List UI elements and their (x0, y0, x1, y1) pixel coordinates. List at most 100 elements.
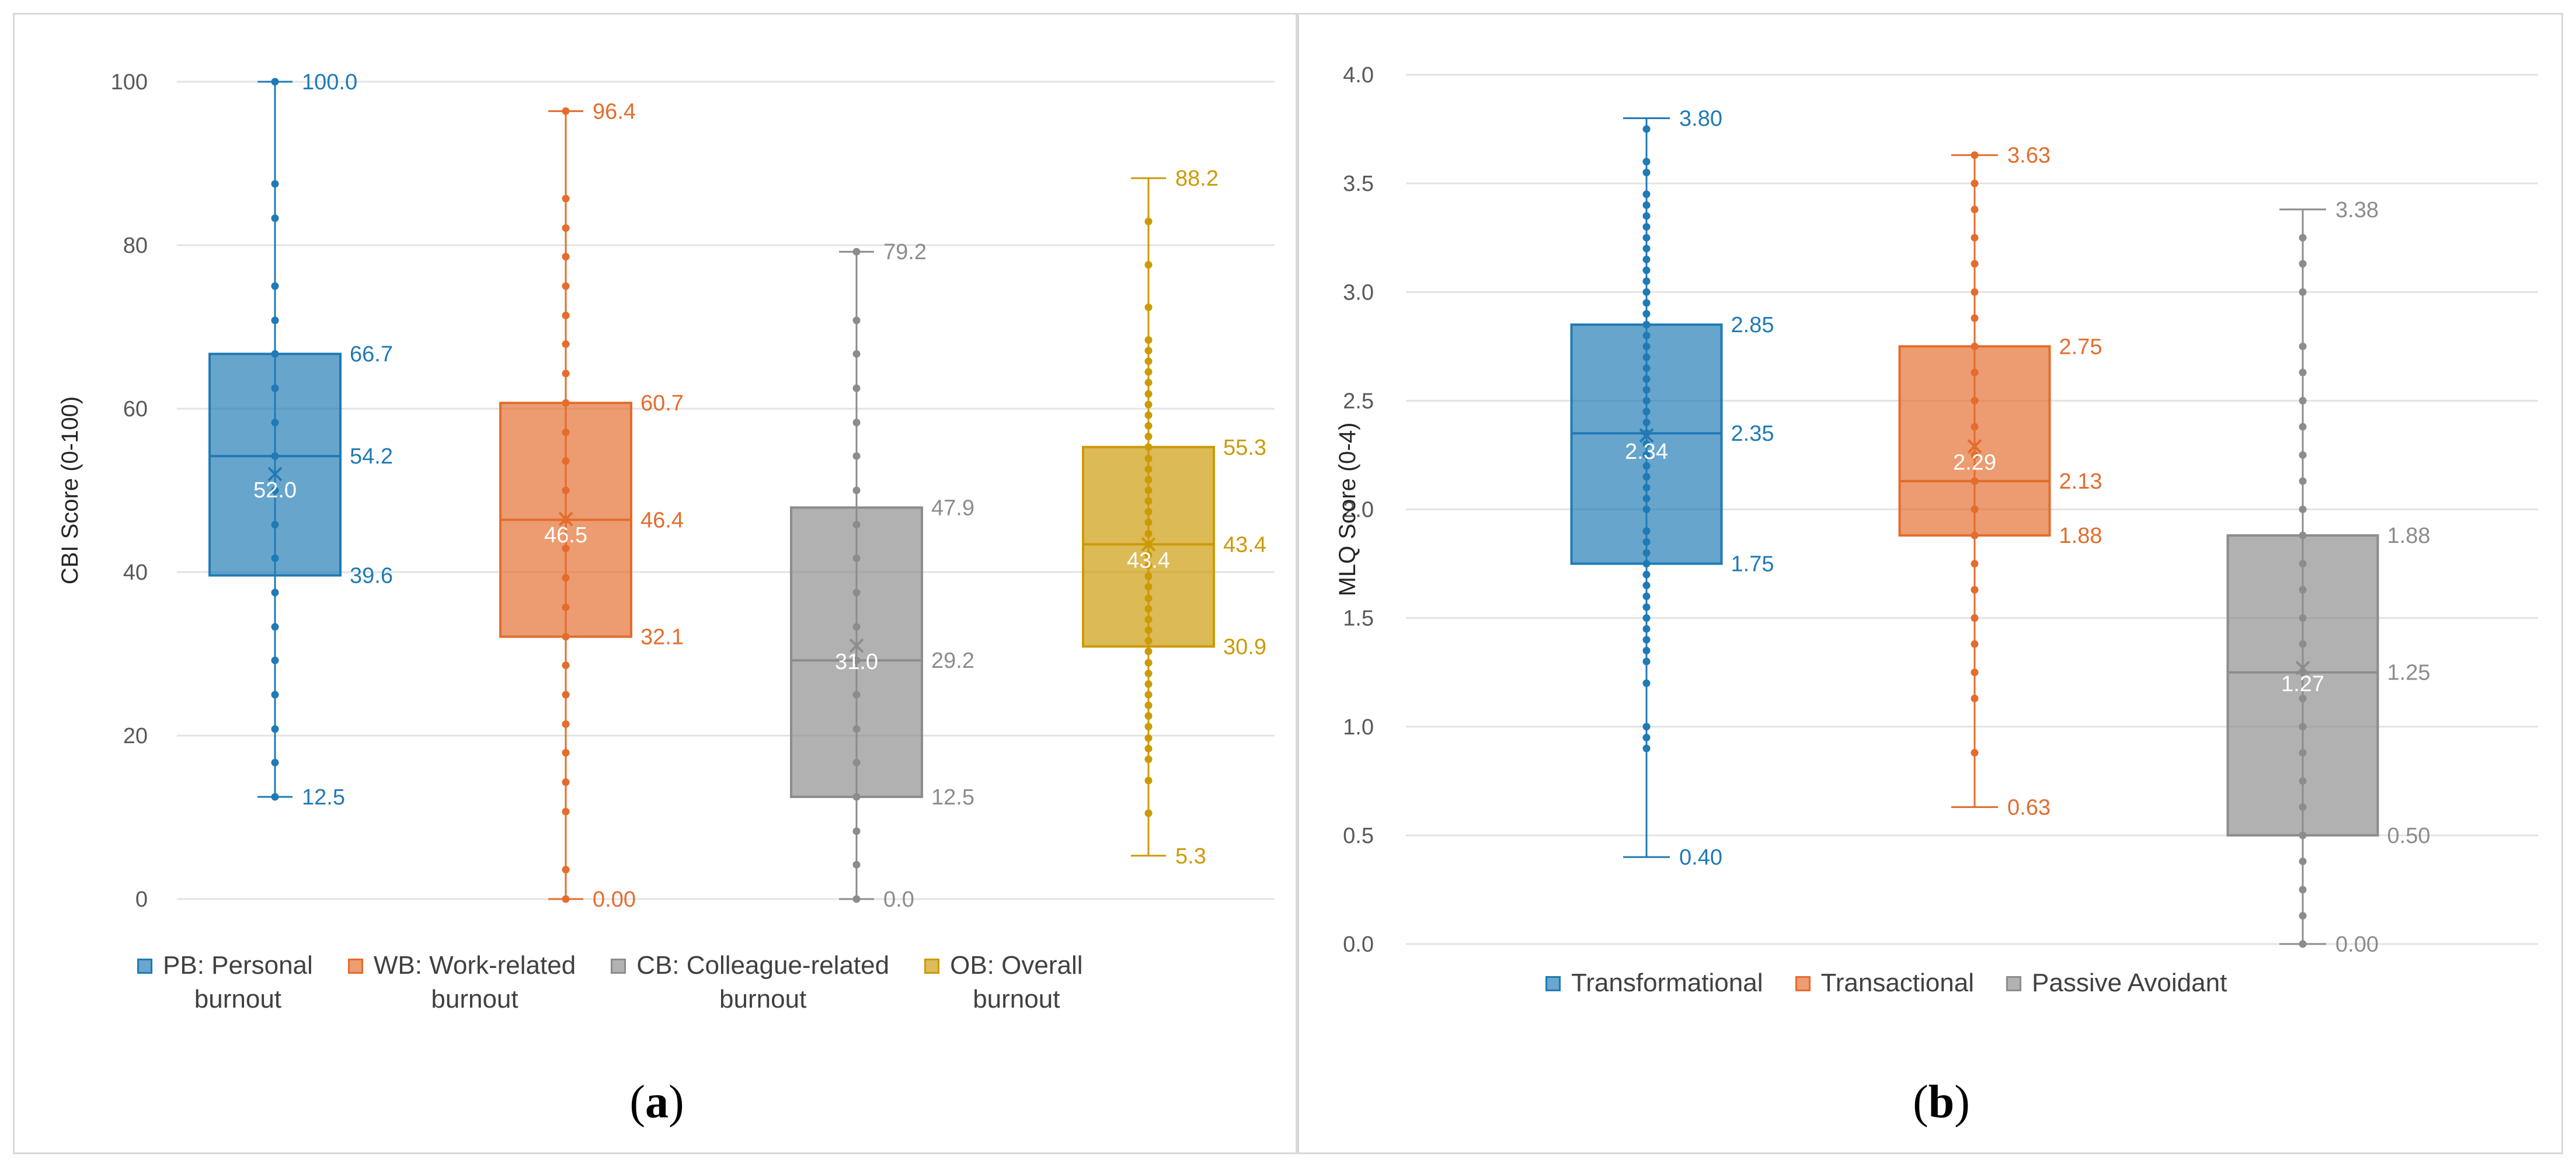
data-point (852, 419, 861, 427)
value-label-mean: 1.27 (2281, 672, 2324, 696)
data-point (271, 725, 279, 733)
legend-item: PB: Personal burnout (137, 949, 313, 1016)
legend-swatch (1795, 976, 1811, 991)
value-label-median: 46.4 (640, 508, 684, 532)
data-point (1144, 551, 1153, 559)
y-tick-label: 40 (123, 560, 148, 585)
mean-marker (849, 638, 864, 653)
data-point (1144, 670, 1153, 678)
data-point (1642, 570, 1651, 579)
value-label-q3: 47.9 (931, 496, 974, 520)
legend-label: Transactional (1821, 966, 1975, 1000)
data-point (1144, 755, 1153, 764)
data-point (1642, 473, 1651, 481)
data-point (562, 107, 570, 115)
data-point (271, 78, 279, 86)
data-point (1642, 396, 1651, 405)
data-point (271, 691, 279, 699)
y-tick-label: 2.5 (1343, 389, 1374, 413)
data-point (1642, 462, 1651, 470)
data-point (1144, 562, 1153, 570)
data-point (1642, 538, 1651, 546)
mean-marker (2295, 660, 2310, 675)
data-point (1144, 647, 1153, 656)
data-point (1144, 518, 1153, 527)
data-point (1642, 723, 1651, 731)
value-label-min: 0.0 (883, 887, 914, 912)
value-label-q3: 2.85 (1731, 313, 1774, 337)
value-label-q1: 0.50 (2387, 824, 2431, 848)
data-point (852, 316, 861, 325)
data-point (2299, 423, 2307, 431)
data-point (562, 194, 570, 203)
data-point (1144, 476, 1153, 484)
value-label-min: 0.00 (593, 887, 636, 912)
data-point (2299, 506, 2307, 513)
data-point (1144, 400, 1153, 409)
data-point (562, 486, 570, 494)
data-point (562, 691, 570, 699)
data-point (2299, 342, 2307, 350)
data-point (852, 350, 861, 358)
data-point (562, 720, 570, 728)
data-point (1971, 560, 1979, 568)
value-label-median: 2.13 (2059, 469, 2102, 494)
panel-letter: b (1928, 1077, 1955, 1128)
chart-b-plot: 0.0 0.5 1.0 1.5 2.0 2.5 3.0 3.5 4.0 MLQ Score (0-… (1335, 63, 2538, 957)
data-point (562, 311, 570, 319)
legend-label-line: burnout (431, 985, 518, 1013)
value-label-min: 5.3 (1175, 844, 1206, 869)
data-point (1144, 529, 1153, 538)
legend-label-line: Transactional (1820, 969, 1975, 997)
data-point (1144, 303, 1153, 311)
data-point (1144, 572, 1153, 580)
data-point (562, 340, 570, 348)
data-point (1144, 744, 1153, 753)
data-point (1642, 190, 1651, 198)
data-point (1642, 603, 1651, 611)
value-label-q3: 60.7 (640, 391, 684, 416)
value-label-q1: 39.6 (350, 564, 393, 588)
panel-a: 0 20 40 60 80 100 CBI Score (0-100) 100.0 66.7 54… (13, 13, 1297, 1154)
data-point (271, 419, 279, 427)
data-point (1642, 549, 1651, 557)
data-point (1144, 390, 1153, 398)
data-point (1642, 201, 1651, 209)
legend-label-line: burnout (719, 985, 807, 1013)
value-label-mean: 52.0 (253, 478, 297, 503)
data-point (852, 861, 861, 869)
value-label-max: 3.80 (1679, 106, 1722, 131)
data-point (1144, 583, 1153, 591)
legend-label-line: burnout (194, 985, 282, 1013)
y-tick-label: 1.5 (1343, 607, 1374, 631)
legend-item: Transactional (1795, 966, 1975, 1000)
data-point (1642, 625, 1651, 633)
data-point (2299, 477, 2307, 485)
data-point (271, 623, 279, 631)
y-tick-label: 60 (123, 397, 148, 421)
data-point (1144, 357, 1153, 365)
legend-item: Transformational (1545, 966, 1763, 1000)
data-point (1144, 368, 1153, 376)
panel-b-label: (b) (1913, 1077, 1970, 1128)
value-label-q3: 66.7 (350, 342, 393, 367)
legend-item: Passive Avoidant (2006, 966, 2227, 1000)
y-tick-label: 80 (123, 234, 148, 258)
value-label-q1: 30.9 (1223, 635, 1266, 659)
value-label-mean: 2.34 (1625, 440, 1668, 464)
legend-swatch (611, 959, 626, 974)
mean-marker (1639, 428, 1654, 443)
data-point (1971, 694, 1979, 702)
legend-label: OB: Overall burnout (950, 949, 1082, 1016)
data-point (1971, 260, 1979, 268)
data-point (271, 316, 279, 325)
data-point (1971, 234, 1979, 242)
data-point (852, 452, 861, 460)
data-point (1144, 347, 1153, 355)
data-point (1642, 592, 1651, 600)
legend-swatch (1545, 976, 1561, 991)
data-point (1971, 396, 1979, 405)
value-label-mean: 46.5 (544, 523, 587, 548)
data-point (1642, 614, 1651, 622)
legend-swatch (924, 959, 940, 974)
